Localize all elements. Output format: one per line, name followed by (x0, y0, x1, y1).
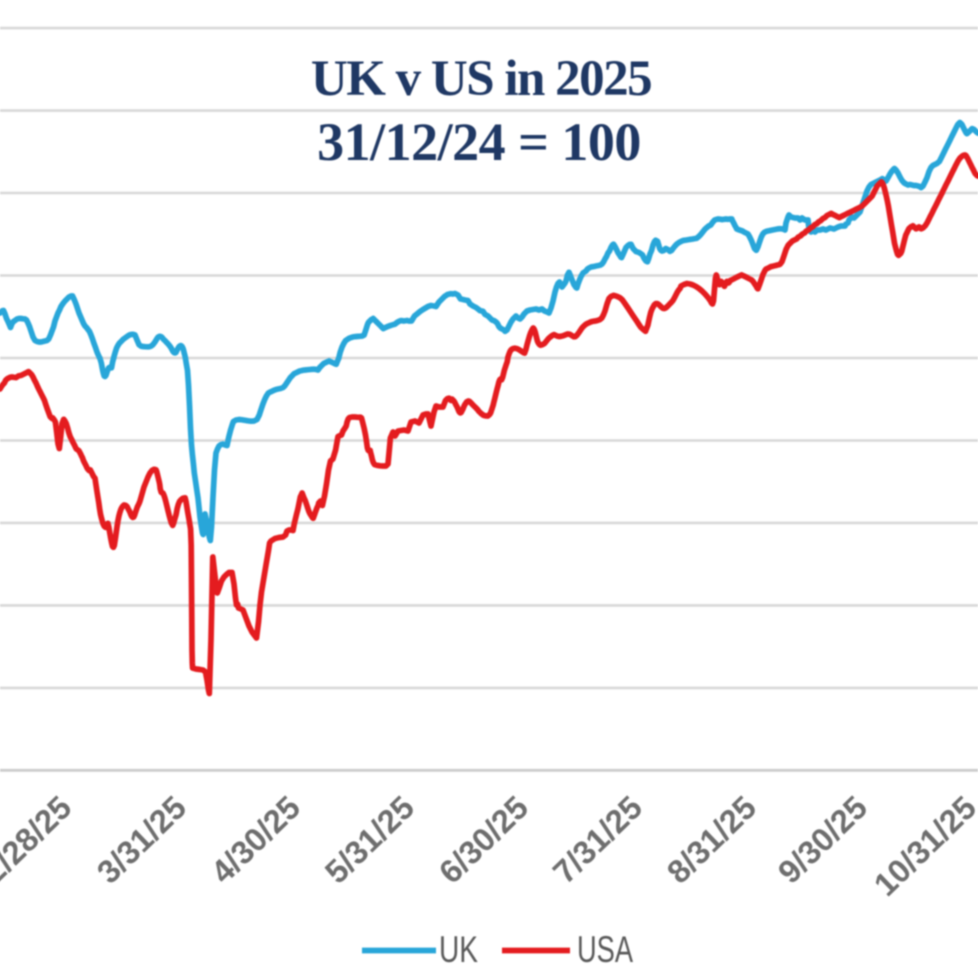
svg-text:USA: USA (577, 929, 633, 970)
svg-text:31/12/24 = 100: 31/12/24 = 100 (317, 112, 641, 172)
svg-text:UK: UK (439, 929, 478, 970)
svg-text:UK v US in 2025: UK v US in 2025 (311, 51, 651, 107)
